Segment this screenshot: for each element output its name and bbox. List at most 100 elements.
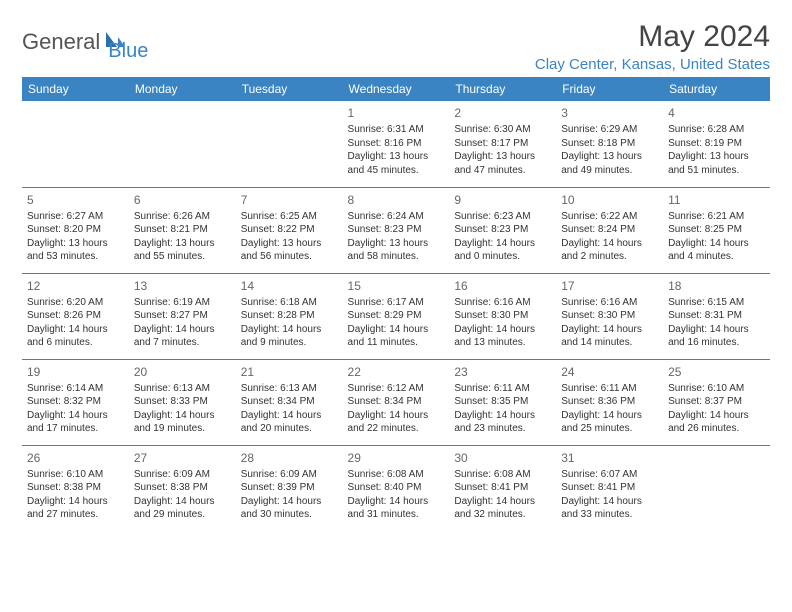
calendar-row: 26Sunrise: 6:10 AMSunset: 8:38 PMDayligh… — [22, 445, 770, 531]
sunrise-line: Sunrise: 6:10 AM — [27, 468, 124, 482]
sunrise-line: Sunrise: 6:09 AM — [241, 468, 338, 482]
daylight-line: Daylight: 14 hours and 29 minutes. — [134, 495, 231, 522]
calendar-cell: 11Sunrise: 6:21 AMSunset: 8:25 PMDayligh… — [663, 187, 770, 273]
calendar-cell: 4Sunrise: 6:28 AMSunset: 8:19 PMDaylight… — [663, 101, 770, 187]
day-number: 22 — [348, 364, 445, 380]
weekday-header: Monday — [129, 77, 236, 101]
sunset-line: Sunset: 8:37 PM — [668, 395, 765, 409]
sunrise-line: Sunrise: 6:16 AM — [561, 296, 658, 310]
calendar-head: SundayMondayTuesdayWednesdayThursdayFrid… — [22, 77, 770, 101]
logo-text-blue: Blue — [108, 40, 148, 63]
daylight-line: Daylight: 13 hours and 45 minutes. — [348, 150, 445, 177]
calendar-cell: 29Sunrise: 6:08 AMSunset: 8:40 PMDayligh… — [343, 445, 450, 531]
calendar-cell — [129, 101, 236, 187]
daylight-line: Daylight: 13 hours and 55 minutes. — [134, 237, 231, 264]
sunrise-line: Sunrise: 6:14 AM — [27, 382, 124, 396]
calendar-cell: 28Sunrise: 6:09 AMSunset: 8:39 PMDayligh… — [236, 445, 343, 531]
day-number: 18 — [668, 278, 765, 294]
day-number: 17 — [561, 278, 658, 294]
sunrise-line: Sunrise: 6:11 AM — [561, 382, 658, 396]
weekday-header: Friday — [556, 77, 663, 101]
daylight-line: Daylight: 14 hours and 7 minutes. — [134, 323, 231, 350]
sunrise-line: Sunrise: 6:16 AM — [454, 296, 551, 310]
daylight-line: Daylight: 14 hours and 31 minutes. — [348, 495, 445, 522]
sunset-line: Sunset: 8:34 PM — [348, 395, 445, 409]
sunrise-line: Sunrise: 6:13 AM — [134, 382, 231, 396]
sunrise-line: Sunrise: 6:30 AM — [454, 123, 551, 137]
calendar-cell: 23Sunrise: 6:11 AMSunset: 8:35 PMDayligh… — [449, 359, 556, 445]
daylight-line: Daylight: 14 hours and 2 minutes. — [561, 237, 658, 264]
sunrise-line: Sunrise: 6:31 AM — [348, 123, 445, 137]
daylight-line: Daylight: 14 hours and 22 minutes. — [348, 409, 445, 436]
sunset-line: Sunset: 8:36 PM — [561, 395, 658, 409]
sunset-line: Sunset: 8:27 PM — [134, 309, 231, 323]
day-number: 10 — [561, 192, 658, 208]
daylight-line: Daylight: 14 hours and 30 minutes. — [241, 495, 338, 522]
day-number: 20 — [134, 364, 231, 380]
day-number: 4 — [668, 105, 765, 121]
calendar-cell: 15Sunrise: 6:17 AMSunset: 8:29 PMDayligh… — [343, 273, 450, 359]
calendar-row: 5Sunrise: 6:27 AMSunset: 8:20 PMDaylight… — [22, 187, 770, 273]
page-title: May 2024 — [535, 20, 770, 54]
sunrise-line: Sunrise: 6:15 AM — [668, 296, 765, 310]
day-number: 16 — [454, 278, 551, 294]
sunrise-line: Sunrise: 6:08 AM — [454, 468, 551, 482]
calendar-body: 1Sunrise: 6:31 AMSunset: 8:16 PMDaylight… — [22, 101, 770, 531]
day-number: 27 — [134, 450, 231, 466]
location-text: Clay Center, Kansas, United States — [535, 56, 770, 73]
sunset-line: Sunset: 8:31 PM — [668, 309, 765, 323]
calendar-cell — [663, 445, 770, 531]
sunrise-line: Sunrise: 6:10 AM — [668, 382, 765, 396]
sunset-line: Sunset: 8:32 PM — [27, 395, 124, 409]
sunset-line: Sunset: 8:23 PM — [348, 223, 445, 237]
day-number: 13 — [134, 278, 231, 294]
sunrise-line: Sunrise: 6:19 AM — [134, 296, 231, 310]
sunrise-line: Sunrise: 6:22 AM — [561, 210, 658, 224]
daylight-line: Daylight: 14 hours and 4 minutes. — [668, 237, 765, 264]
calendar-cell: 22Sunrise: 6:12 AMSunset: 8:34 PMDayligh… — [343, 359, 450, 445]
day-number: 29 — [348, 450, 445, 466]
calendar-cell: 3Sunrise: 6:29 AMSunset: 8:18 PMDaylight… — [556, 101, 663, 187]
sunset-line: Sunset: 8:24 PM — [561, 223, 658, 237]
daylight-line: Daylight: 13 hours and 51 minutes. — [668, 150, 765, 177]
day-number: 5 — [27, 192, 124, 208]
calendar-cell: 8Sunrise: 6:24 AMSunset: 8:23 PMDaylight… — [343, 187, 450, 273]
day-number: 24 — [561, 364, 658, 380]
day-number: 11 — [668, 192, 765, 208]
sunset-line: Sunset: 8:18 PM — [561, 137, 658, 151]
calendar-cell: 24Sunrise: 6:11 AMSunset: 8:36 PMDayligh… — [556, 359, 663, 445]
sunset-line: Sunset: 8:28 PM — [241, 309, 338, 323]
calendar-row: 19Sunrise: 6:14 AMSunset: 8:32 PMDayligh… — [22, 359, 770, 445]
sunset-line: Sunset: 8:34 PM — [241, 395, 338, 409]
day-number: 14 — [241, 278, 338, 294]
calendar-cell: 12Sunrise: 6:20 AMSunset: 8:26 PMDayligh… — [22, 273, 129, 359]
calendar-cell: 17Sunrise: 6:16 AMSunset: 8:30 PMDayligh… — [556, 273, 663, 359]
sunrise-line: Sunrise: 6:27 AM — [27, 210, 124, 224]
sunset-line: Sunset: 8:38 PM — [134, 481, 231, 495]
calendar-cell: 30Sunrise: 6:08 AMSunset: 8:41 PMDayligh… — [449, 445, 556, 531]
sunset-line: Sunset: 8:41 PM — [454, 481, 551, 495]
sunrise-line: Sunrise: 6:29 AM — [561, 123, 658, 137]
calendar-cell: 5Sunrise: 6:27 AMSunset: 8:20 PMDaylight… — [22, 187, 129, 273]
sunrise-line: Sunrise: 6:18 AM — [241, 296, 338, 310]
calendar-table: SundayMondayTuesdayWednesdayThursdayFrid… — [22, 77, 770, 531]
sunset-line: Sunset: 8:29 PM — [348, 309, 445, 323]
sunrise-line: Sunrise: 6:09 AM — [134, 468, 231, 482]
daylight-line: Daylight: 14 hours and 16 minutes. — [668, 323, 765, 350]
sunset-line: Sunset: 8:33 PM — [134, 395, 231, 409]
sunset-line: Sunset: 8:35 PM — [454, 395, 551, 409]
calendar-cell: 1Sunrise: 6:31 AMSunset: 8:16 PMDaylight… — [343, 101, 450, 187]
sunset-line: Sunset: 8:30 PM — [454, 309, 551, 323]
day-number: 23 — [454, 364, 551, 380]
day-number: 3 — [561, 105, 658, 121]
daylight-line: Daylight: 14 hours and 19 minutes. — [134, 409, 231, 436]
sunrise-line: Sunrise: 6:13 AM — [241, 382, 338, 396]
calendar-cell: 31Sunrise: 6:07 AMSunset: 8:41 PMDayligh… — [556, 445, 663, 531]
daylight-line: Daylight: 14 hours and 20 minutes. — [241, 409, 338, 436]
day-number: 26 — [27, 450, 124, 466]
calendar-cell: 25Sunrise: 6:10 AMSunset: 8:37 PMDayligh… — [663, 359, 770, 445]
sunset-line: Sunset: 8:25 PM — [668, 223, 765, 237]
sunset-line: Sunset: 8:40 PM — [348, 481, 445, 495]
day-number: 8 — [348, 192, 445, 208]
sunrise-line: Sunrise: 6:26 AM — [134, 210, 231, 224]
